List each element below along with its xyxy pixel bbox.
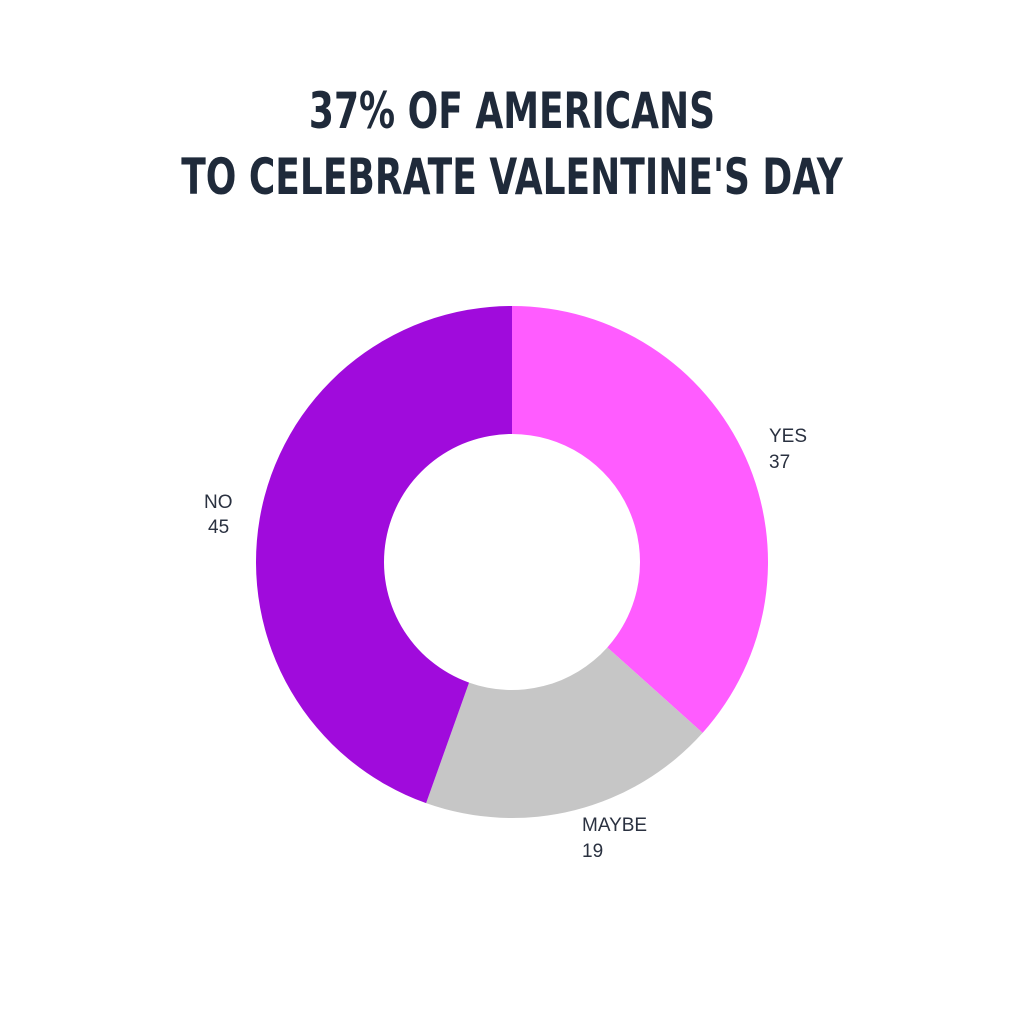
label-yes-name: YES xyxy=(769,426,807,447)
chart-title-line-1: 37% OF AMERICANS xyxy=(308,82,716,140)
label-no-name: NO xyxy=(204,492,233,513)
donut-slices xyxy=(255,306,768,818)
chart-title: 37% OF AMERICANS TO CELEBRATE VALENTINE'… xyxy=(143,78,880,210)
slice-no xyxy=(255,306,512,804)
label-no-value: 45 xyxy=(208,517,229,538)
label-yes-value: 37 xyxy=(769,452,790,473)
label-maybe-value: 19 xyxy=(582,841,603,862)
label-maybe-name: MAYBE xyxy=(582,815,647,836)
slice-yes xyxy=(512,306,768,733)
chart-title-line-2: TO CELEBRATE VALENTINE'S DAY xyxy=(181,148,843,206)
slice-maybe xyxy=(426,647,703,818)
